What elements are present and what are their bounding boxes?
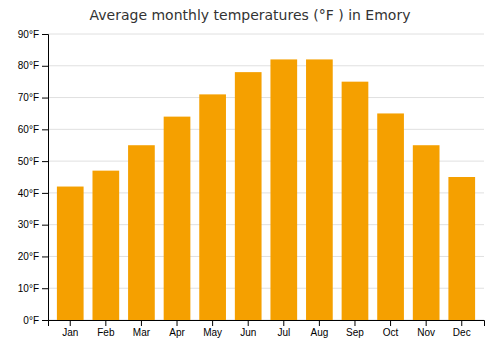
grid-line <box>48 97 484 98</box>
x-tick: Apr <box>169 320 185 338</box>
y-tick: 80°F <box>18 60 48 71</box>
bar <box>92 171 119 320</box>
bars <box>57 59 475 320</box>
bar <box>413 145 440 320</box>
x-tick-label: Jun <box>240 327 256 338</box>
y-tick-mark <box>42 98 48 99</box>
x-tick: Sep <box>346 320 364 338</box>
x-tick-label: Feb <box>97 327 115 338</box>
bar <box>199 94 226 320</box>
x-tick: Aug <box>310 320 328 338</box>
y-tick-label: 50°F <box>18 156 39 167</box>
y-tick: 20°F <box>18 251 48 262</box>
y-tick: 60°F <box>18 124 48 135</box>
x-tick-mark <box>248 320 249 326</box>
y-tick-mark <box>42 193 48 194</box>
y-tick-label: 60°F <box>18 124 39 135</box>
y-tick-mark <box>42 288 48 289</box>
bar <box>377 113 404 320</box>
y-tick-label: 70°F <box>18 92 39 103</box>
y-tick-label: 30°F <box>18 219 39 230</box>
x-tick-mark <box>283 320 284 326</box>
y-tick-label: 20°F <box>18 251 39 262</box>
bar <box>306 59 333 320</box>
x-tick-mark <box>177 320 178 326</box>
bar <box>164 117 191 320</box>
y-axis: 0°F 10°F 20°F 30°F 40°F 50°F 60°F 70°F 80°F 90°F <box>18 29 49 326</box>
y-tick-mark <box>42 161 48 162</box>
bar <box>57 187 84 320</box>
y-tick: 40°F <box>18 188 48 199</box>
bar <box>270 59 297 320</box>
grid-line <box>48 34 484 35</box>
grid <box>48 34 484 320</box>
x-tick: Mar <box>133 320 151 338</box>
bar <box>128 145 155 320</box>
x-tick: Jan <box>62 320 78 338</box>
x-tick-label: Oct <box>383 327 399 338</box>
y-tick-mark <box>42 320 48 321</box>
y-tick-mark <box>42 225 48 226</box>
y-tick-label: 90°F <box>18 29 39 40</box>
x-tick: Oct <box>383 320 399 338</box>
x-tick-mark <box>105 320 106 326</box>
x-tick-label: Jul <box>277 327 290 338</box>
chart: 0°F 10°F 20°F 30°F 40°F 50°F 60°F 70°F 80°F 90°F J… <box>0 0 500 350</box>
y-tick: 90°F <box>18 29 48 40</box>
x-tick-label: May <box>203 327 222 338</box>
x-tick-mark <box>426 320 427 326</box>
title: Average monthly temperatures (°F ) in Em… <box>90 7 411 23</box>
y-tick: 10°F <box>18 283 48 294</box>
x-tick-label: Nov <box>417 327 435 338</box>
x-tick-mark <box>141 320 142 326</box>
bar <box>235 72 262 320</box>
x-tick-mark <box>212 320 213 326</box>
x-axis-line <box>49 321 485 327</box>
y-tick-mark <box>42 256 48 257</box>
bar <box>448 177 475 320</box>
grid-line <box>48 129 484 130</box>
x-tick-mark <box>70 320 71 326</box>
y-tick-label: 80°F <box>18 60 39 71</box>
x-tick-label: Jan <box>62 327 78 338</box>
y-tick-mark <box>42 129 48 130</box>
x-tick-label: Apr <box>169 327 185 338</box>
y-tick-mark <box>42 34 48 35</box>
y-tick: 30°F <box>18 219 48 230</box>
y-tick: 70°F <box>18 92 48 103</box>
x-tick: Feb <box>97 320 115 338</box>
x-tick-mark <box>354 320 355 326</box>
grid-line <box>48 65 484 66</box>
x-axis: Jan Feb Mar Apr May Jun Jul Aug Sep Oct Nov Dec <box>49 320 485 338</box>
x-tick-label: Aug <box>310 327 328 338</box>
bar <box>342 82 369 320</box>
x-tick-label: Mar <box>133 327 151 338</box>
x-tick: Jul <box>277 320 290 338</box>
x-tick: Dec <box>453 320 471 338</box>
y-tick: 0°F <box>23 315 48 326</box>
x-tick: May <box>203 320 222 338</box>
y-axis-line <box>42 35 49 321</box>
x-tick: Jun <box>240 320 256 338</box>
y-tick-mark <box>42 66 48 67</box>
x-tick-mark <box>319 320 320 326</box>
x-tick-mark <box>390 320 391 326</box>
x-tick-label: Sep <box>346 327 364 338</box>
x-tick-mark <box>461 320 462 326</box>
x-tick-label: Dec <box>453 327 471 338</box>
y-tick-label: 40°F <box>18 188 39 199</box>
y-tick: 50°F <box>18 156 48 167</box>
x-tick: Nov <box>417 320 435 338</box>
y-tick-label: 10°F <box>18 283 39 294</box>
y-tick-label: 0°F <box>23 315 39 326</box>
plot: 0°F 10°F 20°F 30°F 40°F 50°F 60°F 70°F 80°F 90°F J… <box>18 29 485 338</box>
